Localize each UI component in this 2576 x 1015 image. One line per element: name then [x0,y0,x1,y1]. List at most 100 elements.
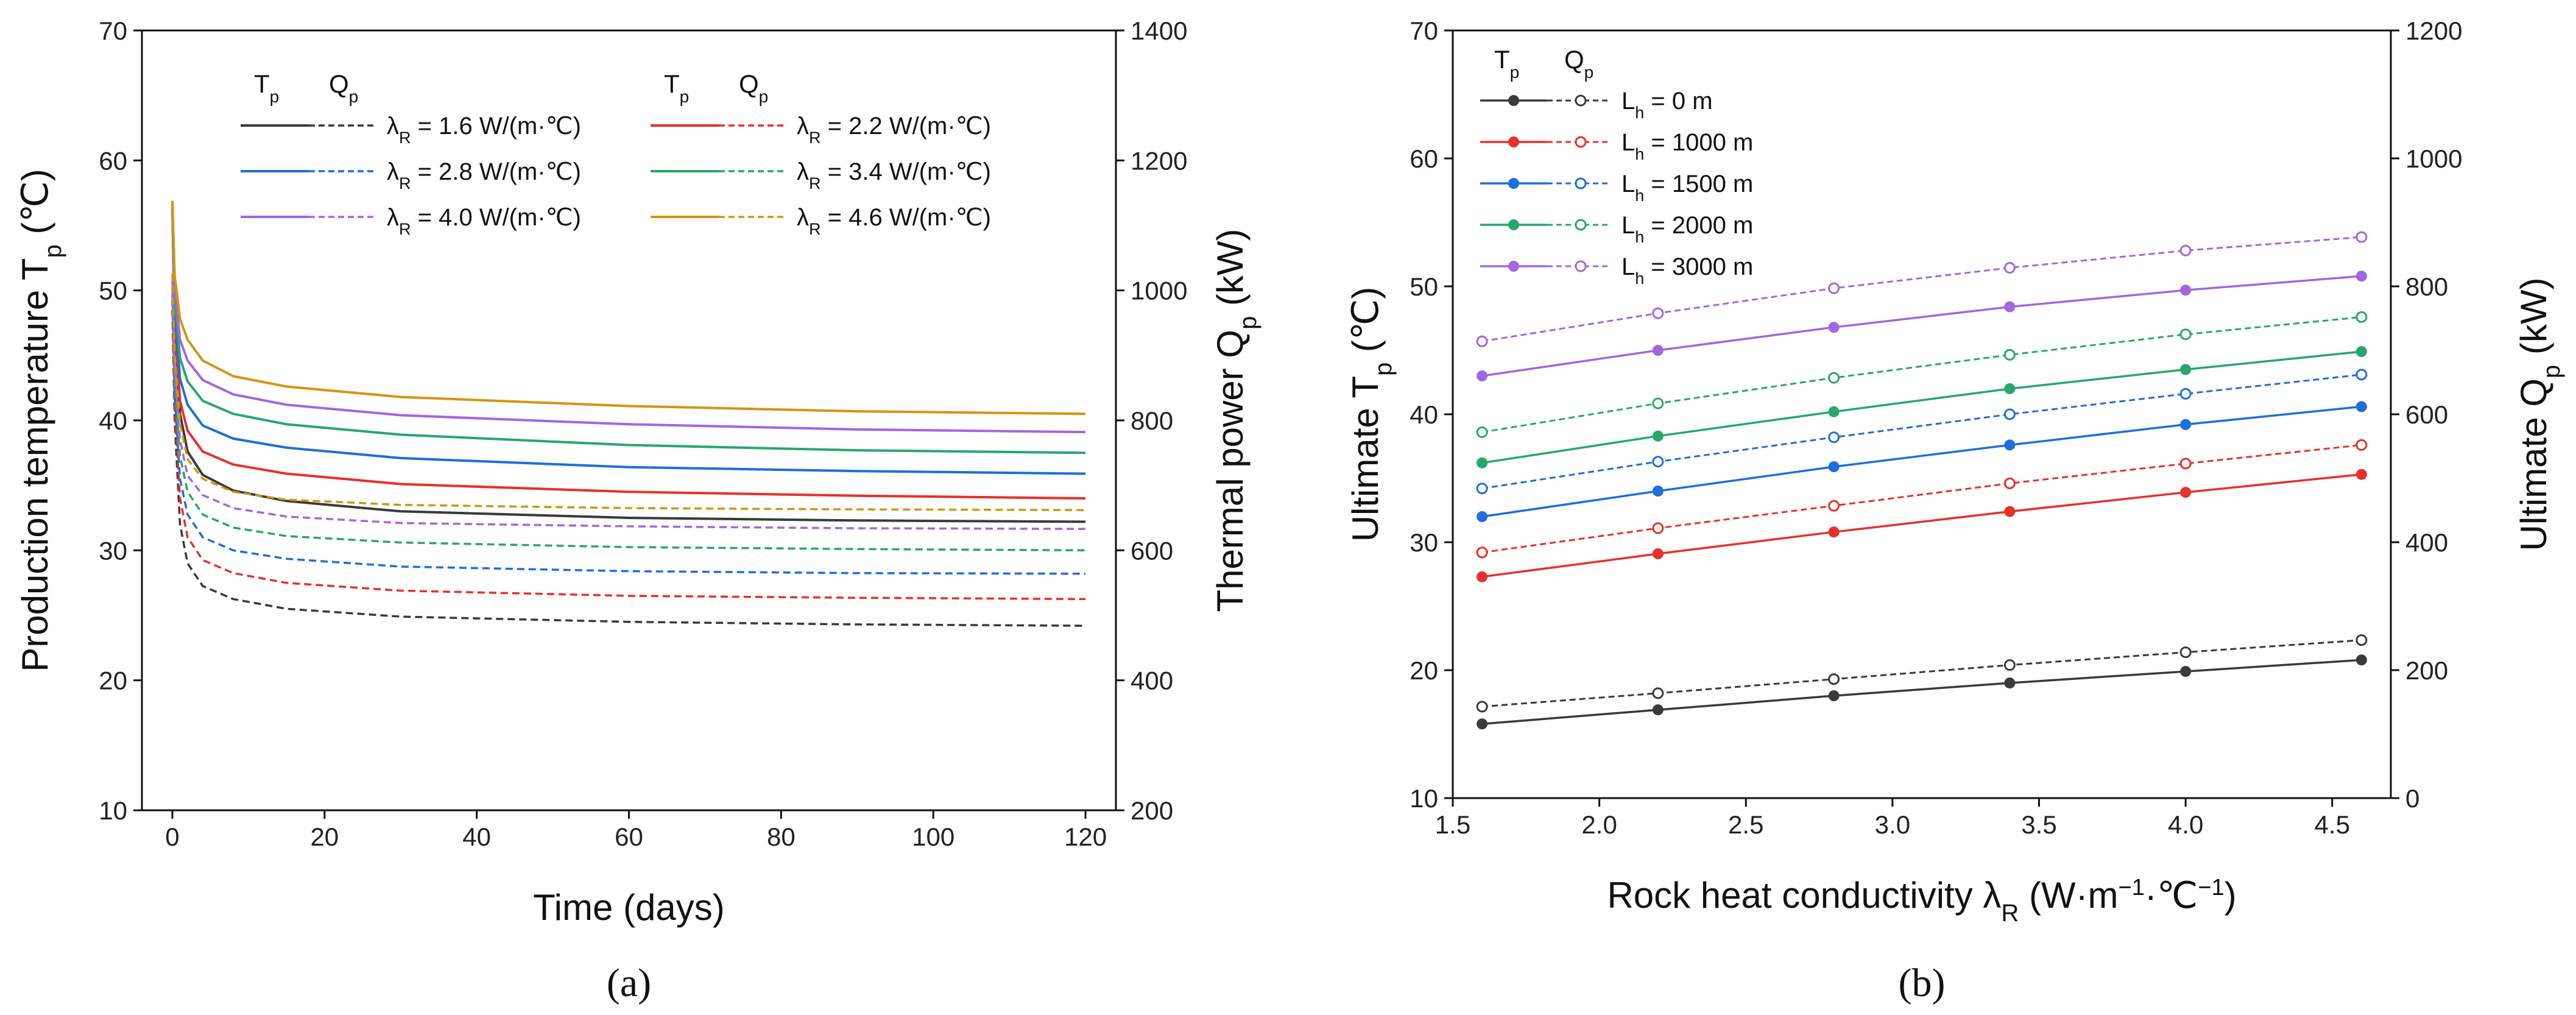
text-part: 0 m [1672,88,1713,115]
text-part: λ [387,113,399,140]
legend-header-tp: Tp [664,69,689,106]
text-part: = [821,204,849,231]
series-qp-line [171,309,1086,627]
legend-label: λR = 2.2 W/(m·℃) [797,113,991,147]
series-qp-line [171,274,1086,511]
text-part: T [1494,45,1510,74]
tp-point [1477,511,1488,522]
text-part: λ [797,204,809,231]
qp-point [2003,659,2016,671]
legend-qp-marker [1575,177,1587,189]
text-part: (℃) [15,169,55,244]
y2-tick-label: 1000 [2405,144,2462,173]
qp-point [1652,522,1664,534]
y-tick-label: 40 [1410,400,1438,429]
qp-point [1828,372,1840,384]
qp-point [2179,387,2192,400]
legend-qp-marker [1575,94,1587,107]
x-tick-label: 4.5 [2315,810,2350,839]
qp-point [1476,426,1488,438]
text-part: L [1621,88,1635,115]
text-part: 4.6 [849,204,883,231]
qp-point [1476,335,1488,347]
text-part: R [399,129,411,147]
qp-point [2003,348,2016,361]
series-qp-line [171,293,1086,575]
tp-point [2180,285,2192,296]
qp-point [1652,397,1664,409]
text-part: 1000 m [1672,129,1753,156]
text-part: Q [329,69,349,98]
qp-point [2179,458,2192,470]
text-part: W/(m·℃) [473,158,581,185]
text-part: λ [797,113,809,140]
qp-point [1476,483,1488,495]
text-part: T [254,69,270,98]
x-axis-label: Rock heat conductivity λR (W·m−1·℃−1) [1607,875,2236,927]
y2-tick-label: 400 [2405,528,2448,557]
y-tick-label: 70 [99,16,127,45]
series-qp-line [171,300,1086,601]
text-part: p [1370,362,1397,376]
tp-point [1652,486,1664,497]
legend-label: Lh = 0 m [1621,88,1713,122]
y2-tick-label: 200 [1131,796,1173,825]
text-part: = [411,113,439,140]
text-part: 2.2 [849,113,883,140]
text-part: = [821,113,849,140]
legend-header-qp: Qp [739,69,768,106]
tp-point [2004,677,2016,688]
series-tp-line [1481,473,2362,578]
y-tick-label: 10 [99,796,127,825]
text-part: p [40,244,66,258]
tp-point [2004,439,2016,451]
y2-tick-label: 0 [2405,784,2419,813]
tp-point [1652,704,1664,716]
tp-point [1828,461,1840,473]
text-part: p [1584,63,1594,82]
text-part: R [399,220,411,238]
series-qp-line [1481,444,2362,554]
text-part: = [411,158,439,185]
text-part: −1 [2119,875,2145,900]
text-part: 3000 m [1672,253,1753,280]
text-part: L [1621,171,1635,197]
text-part: λ [387,158,399,185]
qp-point [1652,456,1664,468]
y-tick-label: 30 [99,536,127,565]
legend-qp-marker [1575,219,1587,231]
text-part: = [411,204,439,231]
series-qp-line [1481,316,2362,433]
series-qp-line [1481,373,2362,490]
qp-point [2003,477,2016,489]
text-part: p [349,87,359,106]
y2-tick-label: 600 [2405,400,2448,429]
series-tp-line [1481,350,2362,464]
tp-point [2180,666,2192,677]
text-part: 2.8 [439,158,473,185]
qp-point [1476,701,1488,713]
tp-point [2180,487,2192,498]
legend-tp-marker [1508,136,1519,147]
qp-point [2355,634,2368,646]
x-tick-label: 2.5 [1728,810,1763,839]
text-part: W/(m·℃) [883,204,991,231]
text-part: Rock heat conductivity λ [1607,875,2001,916]
text-part: h [1635,145,1644,163]
qp-point [2355,439,2368,451]
y2-tick-label: 200 [2405,656,2448,685]
legend-label: λR = 4.6 W/(m·℃) [797,204,991,238]
y-axis-label: Production temperature Tp (℃) [15,169,66,672]
y-tick-label: 50 [1410,272,1438,301]
legend-header-qp: Qp [1564,45,1593,82]
tp-point [2180,419,2192,430]
panel-label: (a) [607,961,651,1005]
plot-frame [141,29,1117,812]
y-tick-label: 30 [1410,528,1438,557]
legend-header-tp: Tp [1494,45,1519,82]
x-axis-label: Time (days) [533,887,724,928]
qp-point [2179,646,2192,659]
series-qp-line [1481,639,2362,708]
x-tick-label: 40 [462,822,491,851]
